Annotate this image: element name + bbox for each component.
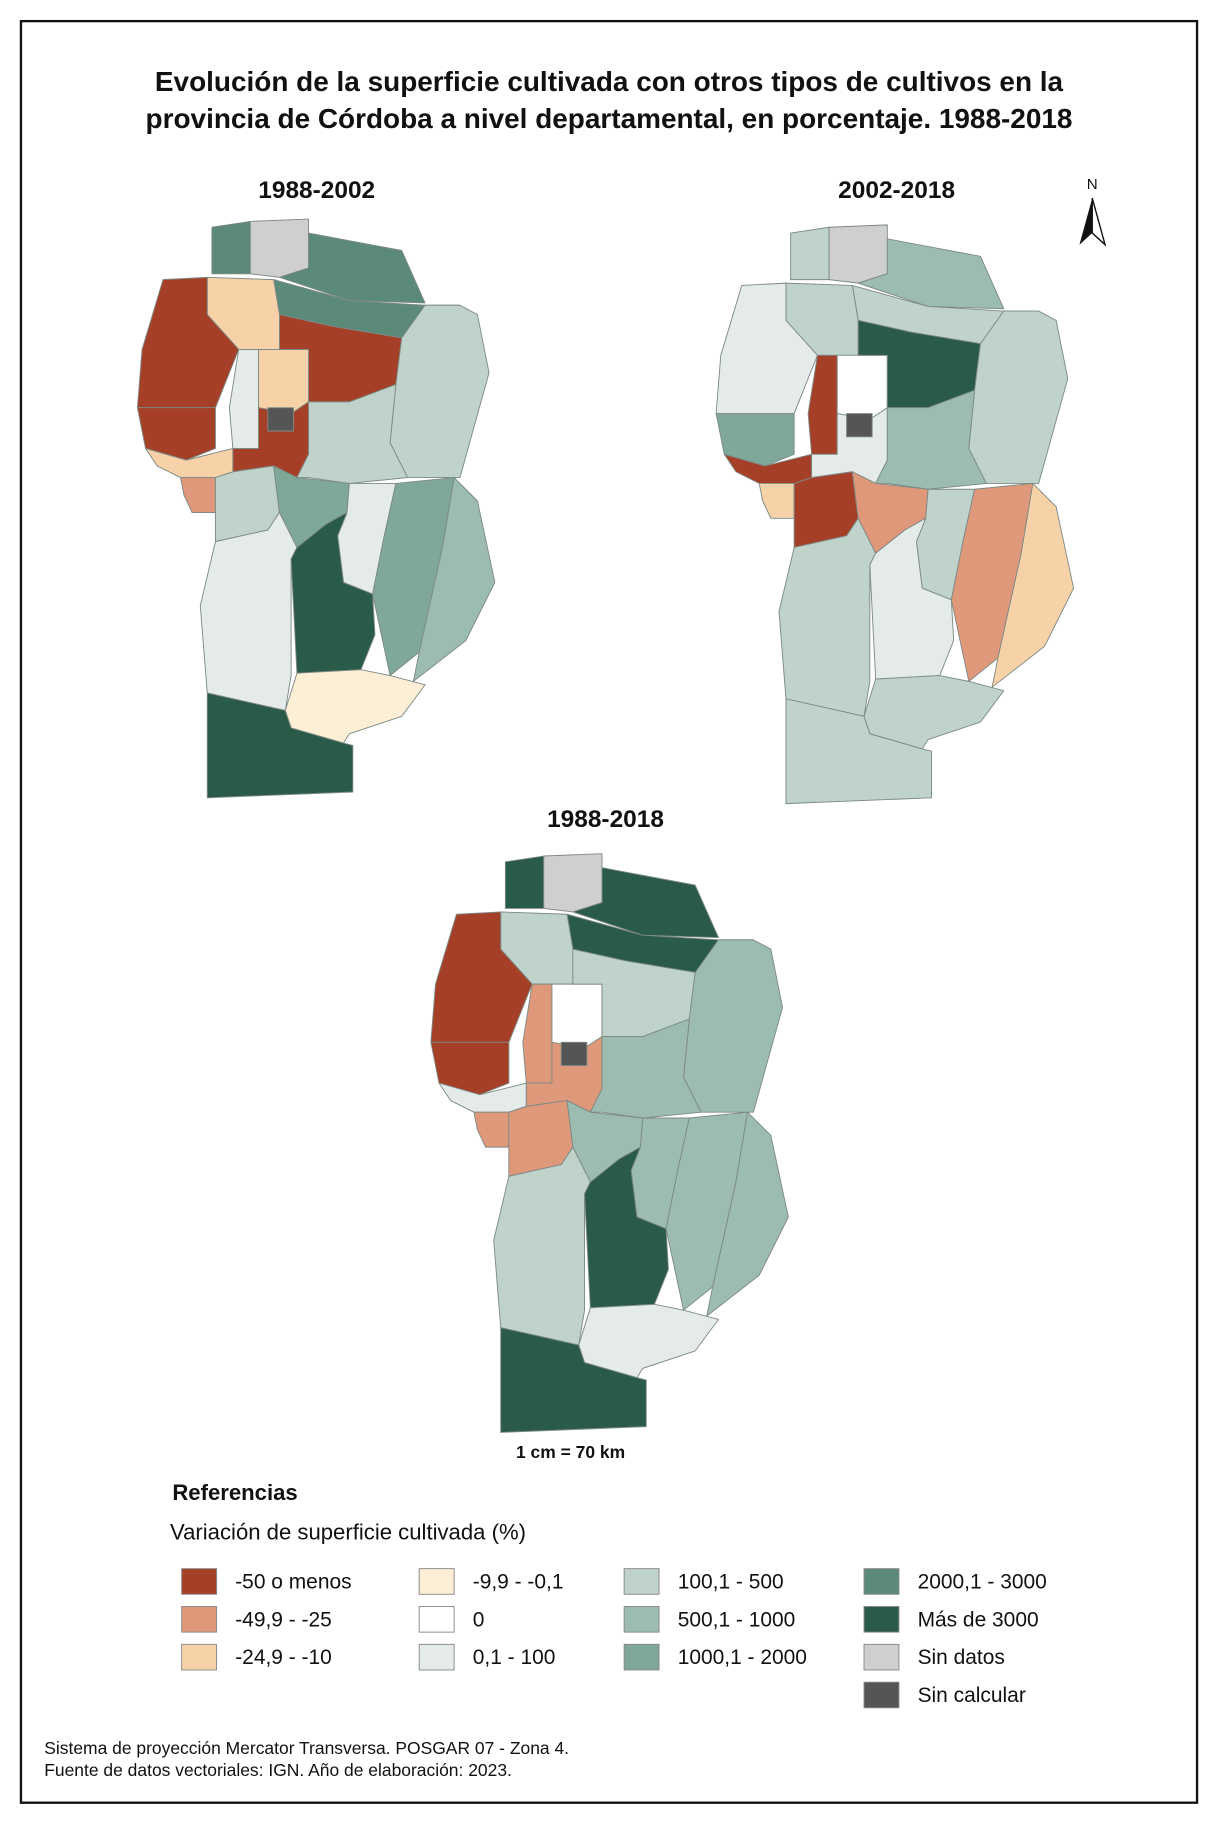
legend-swatch bbox=[863, 1606, 900, 1633]
map-title: 1988-2018 bbox=[547, 806, 664, 833]
legend-swatch bbox=[418, 1643, 455, 1671]
map-title: 2002-2018 bbox=[838, 177, 955, 204]
title: provincia de Córdoba a nivel departament… bbox=[146, 103, 1073, 134]
legend-swatch bbox=[181, 1568, 218, 1595]
legend-label: Más de 3000 bbox=[918, 1608, 1039, 1631]
title: Evolución de la superficie cultivada con… bbox=[155, 66, 1064, 97]
legend-label: -24,9 - -10 bbox=[235, 1646, 332, 1669]
north-label: N bbox=[1087, 176, 1098, 193]
legend-swatch bbox=[418, 1606, 455, 1633]
legend-swatch bbox=[863, 1681, 900, 1709]
legend-swatch bbox=[623, 1643, 660, 1671]
legend-label: -49,9 - -25 bbox=[235, 1608, 332, 1631]
legend-label: 1000,1 - 2000 bbox=[678, 1646, 807, 1669]
legend-swatch bbox=[623, 1568, 660, 1595]
legend-label: 2000,1 - 3000 bbox=[918, 1570, 1047, 1593]
legend-label: Sin datos bbox=[918, 1646, 1005, 1669]
legend-swatch bbox=[181, 1643, 218, 1671]
legend-swatch bbox=[418, 1568, 455, 1595]
footer-note: Fuente de datos vectoriales: IGN. Año de… bbox=[44, 1760, 512, 1780]
legend-label: Sin calcular bbox=[918, 1684, 1026, 1707]
map-title: 1988-2002 bbox=[258, 177, 375, 204]
legend-swatch bbox=[863, 1568, 900, 1595]
legend-label: -9,9 - -0,1 bbox=[473, 1570, 564, 1593]
footer-note: Sistema de proyección Mercator Transvers… bbox=[44, 1738, 569, 1758]
legend-label: 500,1 - 1000 bbox=[678, 1608, 796, 1631]
legend: -50 o menos -49,9 - -25 -24,9 - -10 -9,9 - … bbox=[181, 1568, 1047, 1709]
legend-swatch bbox=[623, 1606, 660, 1633]
legend-label: 100,1 - 500 bbox=[678, 1570, 784, 1593]
legend-title: Referencias bbox=[172, 1480, 297, 1505]
legend-swatch bbox=[863, 1643, 900, 1671]
legend-label: 0,1 - 100 bbox=[473, 1646, 556, 1669]
legend-subtitle: Variación de superficie cultivada (%) bbox=[170, 1520, 526, 1545]
legend-swatch bbox=[181, 1606, 218, 1633]
legend-label: -50 o menos bbox=[235, 1570, 351, 1593]
scale: 1 cm = 70 km bbox=[516, 1442, 625, 1462]
legend-label: 0 bbox=[473, 1608, 485, 1631]
